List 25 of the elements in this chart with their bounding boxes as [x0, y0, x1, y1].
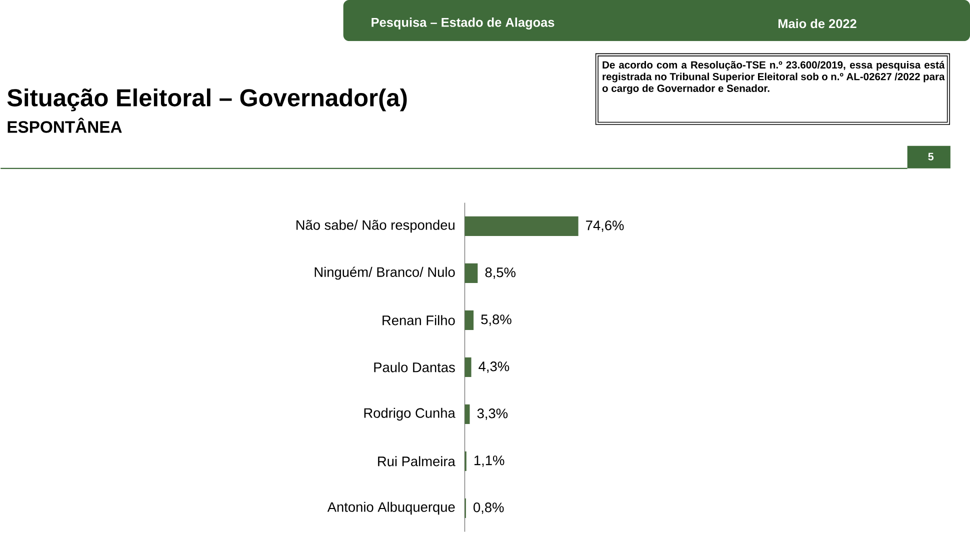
data-label: 8,5% [485, 267, 516, 279]
bar [464, 310, 474, 330]
y-tick-label: Rodrigo Cunha [364, 408, 456, 420]
bar [464, 404, 470, 424]
bar [464, 216, 578, 236]
text: Maio de 2022 [778, 18, 856, 28]
data-label: 0,8% [474, 502, 504, 514]
y-tick-label: Ninguém/ Branco/ Nulo [314, 266, 455, 280]
y-tick-label: Renan Filho [382, 314, 455, 326]
y-tick-label: Paulo Dantas [374, 362, 455, 372]
y-tick-label: Rui Palmeira [378, 456, 456, 466]
text: Pesquisa – Estado de Alagoas [372, 17, 554, 30]
data-label: 3,3% [477, 408, 508, 420]
y-tick-label: Antonio Albuquerque [327, 502, 455, 514]
text: ESPONTÂNEA [8, 118, 122, 133]
y-tick-label: Não sabe/ Não respondeu [296, 220, 454, 232]
data-label: 1,1% [474, 455, 504, 467]
text: 5 [928, 152, 934, 160]
bar [464, 357, 472, 377]
data-label: 5,8% [481, 314, 512, 326]
text: Situação Eleitoral – Governador(a) [7, 88, 407, 112]
data-label: 4,3% [478, 361, 510, 373]
text: De acordo com a Resolução-TSE n.º 23.600/2019, essa pesquisa está registrada no Tribunal Superior Eleitoral sob o n.º AL-02627 /2022 para o cargo de Governador e Senador. [602, 60, 945, 94]
bar [464, 263, 478, 283]
data-label: 74,6% [586, 220, 624, 232]
